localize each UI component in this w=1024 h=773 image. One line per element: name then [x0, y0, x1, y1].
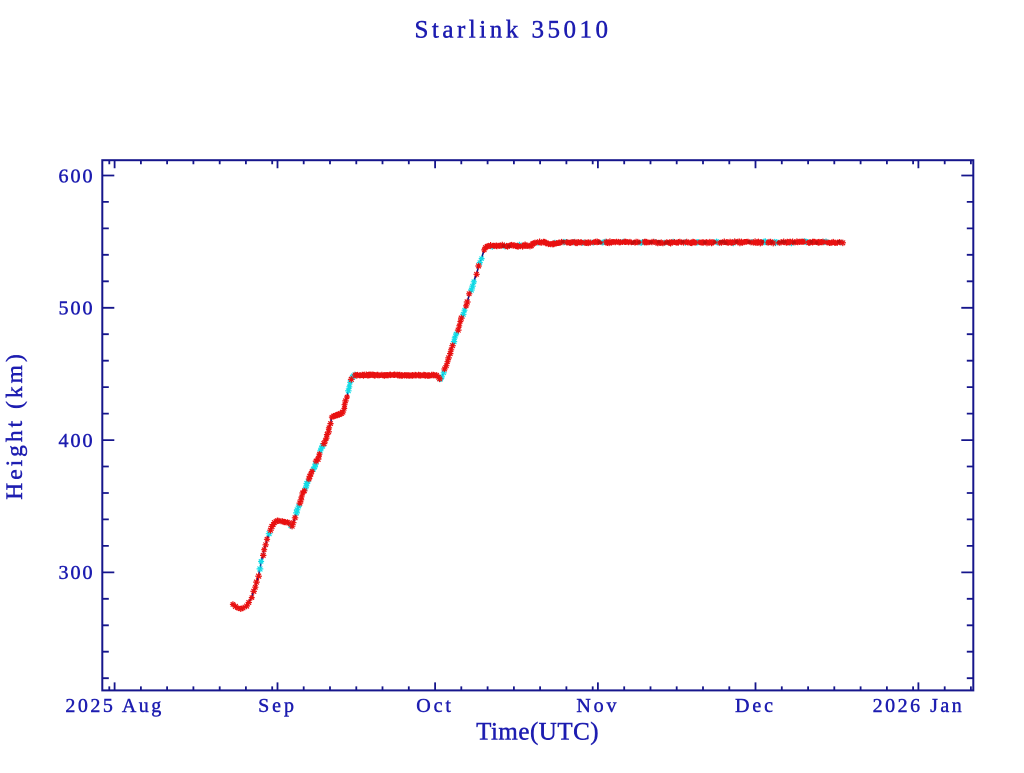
svg-text:300: 300 [59, 562, 95, 584]
svg-text:2025 Aug: 2025 Aug [65, 695, 163, 717]
svg-text:2026 Jan: 2026 Jan [873, 695, 965, 717]
svg-text:Starlink 35010: Starlink 35010 [415, 17, 612, 44]
svg-text:Height (km): Height (km) [2, 351, 28, 500]
svg-text:600: 600 [59, 165, 95, 187]
svg-text:Nov: Nov [576, 695, 619, 717]
svg-text:Sep: Sep [258, 695, 297, 717]
svg-text:Oct: Oct [416, 695, 454, 717]
svg-text:Dec: Dec [735, 695, 776, 717]
svg-text:400: 400 [59, 430, 95, 452]
svg-text:Time(UTC): Time(UTC) [476, 719, 599, 746]
svg-text:500: 500 [59, 298, 95, 320]
